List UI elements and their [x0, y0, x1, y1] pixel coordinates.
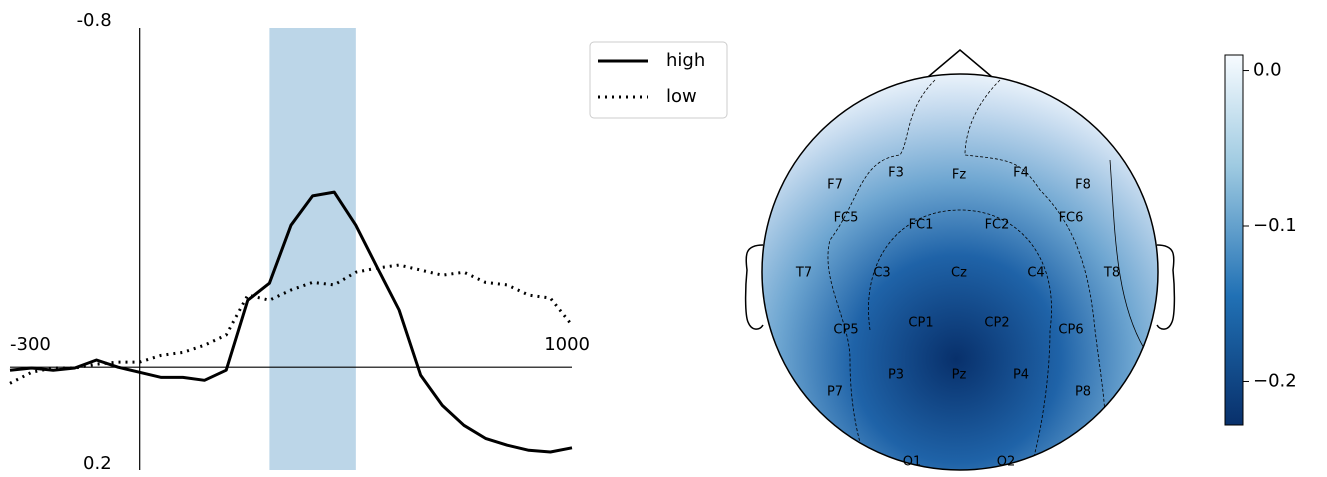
nose: [921, 49, 999, 83]
electrode-label: CP5: [833, 323, 858, 338]
electrode-label: Cz: [951, 266, 967, 281]
contours: [827, 79, 1146, 470]
erp-plot: -300 1000 -0.8 0.2: [9, 10, 590, 474]
legend: high low: [589, 41, 728, 119]
y-tick-label: -0.8: [77, 10, 112, 31]
electrode-label: F3: [888, 166, 904, 181]
colorbar-tick-label: −0.2: [1253, 370, 1297, 391]
electrode-label: FC5: [834, 211, 859, 226]
colorbar-tick-label: 0.0: [1253, 60, 1282, 81]
left-ear: [744, 244, 764, 330]
x-tick-label: 1000: [544, 334, 590, 355]
x-tick-label: -300: [10, 334, 51, 355]
electrode-label: P3: [888, 368, 904, 383]
electrode-label: CP1: [908, 316, 933, 331]
electrode-label: T7: [795, 266, 812, 281]
right-ear: [1156, 244, 1176, 330]
y-tick-label: 0.2: [83, 453, 112, 473]
colorbar-tick-label: −0.1: [1253, 215, 1297, 236]
highlight-window: [269, 28, 356, 470]
colorbar: [1224, 54, 1244, 426]
electrode-label: O2: [997, 455, 1016, 470]
electrode-label: CP6: [1058, 323, 1083, 338]
legend-box: [589, 41, 728, 119]
topomap: [744, 49, 1244, 471]
electrode-label: O1: [903, 455, 922, 470]
series-line: [9, 263, 574, 385]
electrode-label: FC2: [985, 218, 1010, 233]
electrode-label: F4: [1013, 166, 1029, 181]
electrode-label: FC1: [909, 218, 934, 233]
electrode-label: Pz: [952, 368, 967, 383]
electrode-label: Fz: [952, 168, 966, 183]
electrode-label: P7: [827, 385, 843, 400]
electrode-label: T8: [1103, 266, 1120, 281]
electrode-label: CP2: [984, 316, 1009, 331]
electrode-label: P8: [1075, 385, 1091, 400]
scalp-map: [762, 74, 1158, 470]
electrode-label: C3: [873, 266, 890, 281]
legend-label: high: [666, 50, 705, 71]
legend-label: low: [666, 86, 697, 107]
series-line: [9, 190, 573, 454]
electrode-label: FC6: [1059, 211, 1084, 226]
head-outline: [761, 73, 1159, 471]
electrode-label: F8: [1075, 178, 1091, 193]
electrode-label: F7: [827, 178, 843, 193]
electrode-label: C4: [1027, 266, 1044, 281]
electrode-label: P4: [1013, 368, 1029, 383]
